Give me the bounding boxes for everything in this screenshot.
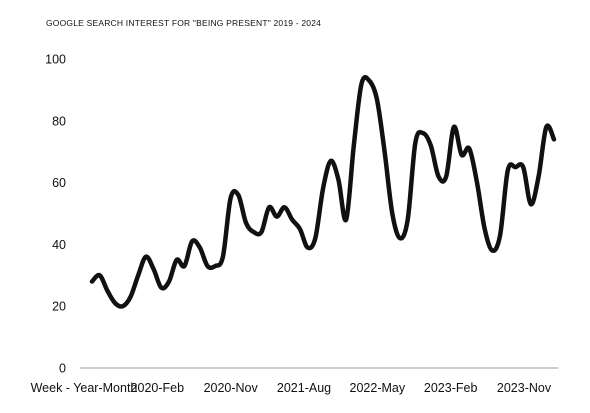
series-line — [89, 74, 557, 309]
y-tick-label: 0 — [59, 362, 66, 376]
y-tick-label: 60 — [52, 176, 66, 190]
x-tick-label: Week - Year-Month — [31, 381, 138, 395]
x-tick-label: 2020-Feb — [131, 381, 185, 395]
y-tick-label: 40 — [52, 238, 66, 252]
x-tick-label: 2023-Feb — [424, 381, 478, 395]
chart-title: GOOGLE SEARCH INTEREST FOR "BEING PRESEN… — [46, 18, 322, 28]
x-tick-label: 2022-May — [350, 381, 406, 395]
y-axis-ticks: 0 20 40 60 80 100 — [45, 53, 66, 376]
y-tick-label: 100 — [45, 53, 66, 67]
x-tick-label: 2021-Aug — [277, 381, 331, 395]
x-tick-label: 2020-Nov — [204, 381, 259, 395]
y-tick-label: 20 — [52, 300, 66, 314]
y-tick-label: 80 — [52, 114, 66, 128]
x-tick-label: 2023-Nov — [497, 381, 552, 395]
